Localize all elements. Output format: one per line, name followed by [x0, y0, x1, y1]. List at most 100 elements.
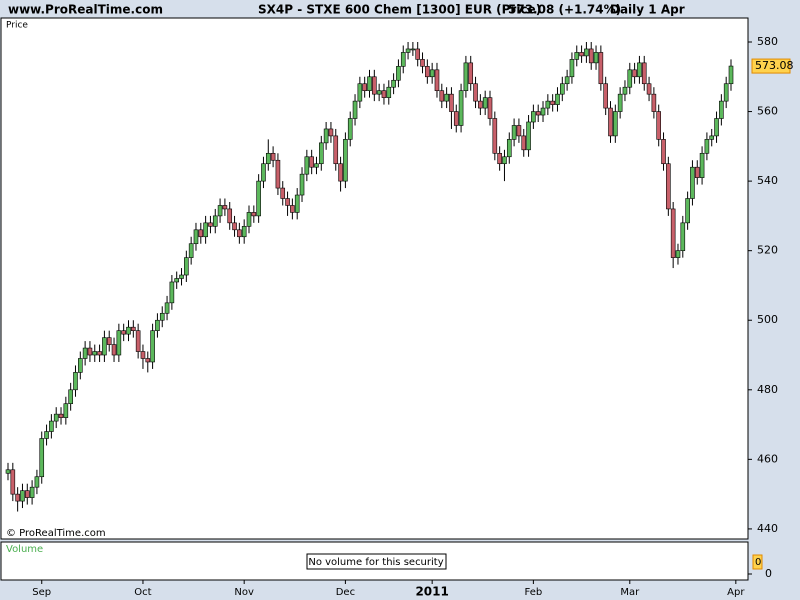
candle-body	[362, 83, 367, 91]
candle-body	[145, 358, 151, 363]
quote: 573.08 (+1.74%)	[508, 3, 621, 17]
candle-body	[656, 111, 662, 140]
candle-body	[396, 66, 401, 81]
candle-body	[251, 212, 257, 217]
candle-body	[241, 226, 247, 238]
candle-body	[169, 281, 175, 304]
candle-body	[637, 62, 642, 78]
candle-body	[140, 351, 146, 359]
candle-body	[203, 222, 208, 238]
candle-body	[410, 48, 416, 51]
site-name: www.ProRealTime.com	[8, 3, 163, 17]
volume-last-box	[752, 554, 763, 570]
candle-body	[24, 490, 30, 498]
candle-body	[415, 48, 421, 60]
candle-body	[217, 205, 223, 217]
candle-body	[531, 111, 536, 123]
candle-body	[53, 413, 59, 422]
candle-body	[675, 250, 681, 258]
candle-body	[535, 111, 541, 116]
candle-body	[449, 93, 454, 112]
candle-body	[188, 243, 194, 258]
candle-body	[179, 274, 184, 279]
candle-body	[323, 128, 329, 144]
candle-body	[685, 198, 690, 224]
candle-body	[453, 111, 459, 126]
candle-body	[208, 222, 213, 227]
candle-body	[314, 163, 319, 168]
candle-body	[116, 330, 122, 356]
candle-body	[131, 326, 136, 331]
candle-body	[429, 69, 435, 78]
candle-body	[111, 344, 117, 356]
candle-body	[651, 93, 657, 112]
candle-body	[521, 135, 527, 151]
candle-body	[709, 135, 715, 140]
candle-body	[237, 229, 242, 238]
candle-body	[497, 152, 502, 165]
candle-body	[155, 319, 160, 331]
candle-body	[280, 187, 286, 199]
candle-body	[482, 97, 488, 109]
y-tick-label: 460	[757, 452, 778, 465]
candle-body	[328, 128, 334, 137]
candle-body	[723, 83, 729, 102]
candle-body	[73, 372, 78, 391]
candle-body	[478, 100, 483, 109]
candle-body	[458, 90, 464, 126]
candle-body	[646, 83, 652, 95]
candle-body	[492, 118, 498, 154]
y-tick-label: 440	[757, 522, 778, 535]
candle-body	[714, 118, 719, 137]
candle-body	[391, 79, 396, 88]
candle-body	[10, 469, 16, 495]
volume-message-box	[306, 553, 447, 570]
y-tick-label: 500	[757, 313, 778, 326]
candle-body	[333, 135, 339, 165]
candle-body	[164, 302, 170, 314]
candle-body	[5, 469, 11, 474]
candle-body	[487, 97, 493, 119]
candle-body	[439, 90, 445, 102]
x-tick-label: Oct	[134, 587, 151, 598]
candle-body	[381, 90, 387, 98]
candle-body	[20, 490, 25, 502]
x-tick-label: Feb	[525, 587, 543, 598]
header-bar	[0, 0, 800, 18]
copyright: © ProRealTime.com	[6, 528, 106, 539]
candle-body	[598, 52, 604, 85]
candle-body	[400, 52, 406, 67]
candle-body	[559, 83, 565, 95]
candle-body	[126, 326, 131, 335]
candle-body	[728, 65, 734, 85]
candle-body	[352, 100, 358, 119]
candle-body	[106, 337, 112, 345]
candle-body	[608, 107, 613, 137]
candle-body	[222, 205, 228, 210]
candle-body	[290, 205, 295, 213]
candle-body	[463, 62, 469, 91]
candle-body	[63, 403, 69, 418]
candle-body	[670, 208, 676, 258]
candle-body	[121, 330, 126, 335]
candle-body	[425, 66, 430, 78]
candle-body	[78, 358, 83, 373]
candle-body	[97, 351, 102, 356]
candle-body	[545, 100, 551, 109]
candle-body	[680, 222, 686, 251]
candle-body	[506, 139, 512, 158]
candle-body	[622, 86, 628, 95]
candle-body	[184, 257, 189, 276]
candle-body	[584, 48, 589, 57]
candle-body	[261, 163, 266, 182]
candle-body	[357, 83, 363, 102]
candle-body	[304, 156, 310, 175]
candle-body	[150, 330, 155, 363]
candle-body	[338, 163, 343, 182]
candle-body	[666, 163, 671, 210]
candle-body	[232, 222, 237, 231]
candle-body	[405, 48, 411, 53]
last-price-label: 573.08	[755, 59, 794, 72]
y-tick-label: 560	[757, 105, 778, 118]
